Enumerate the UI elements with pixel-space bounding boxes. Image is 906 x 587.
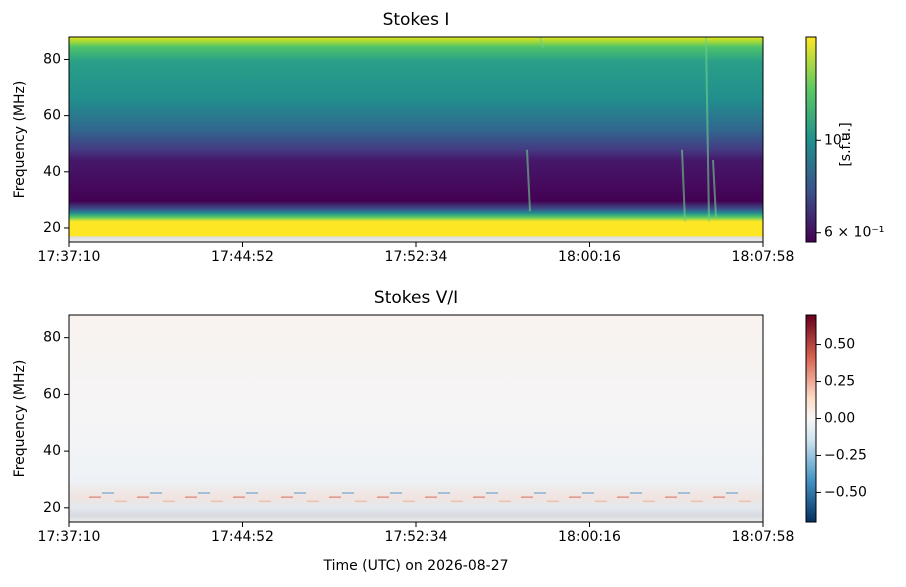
y-tick-label: 80 <box>43 51 61 67</box>
y-tick-label: 20 <box>43 500 61 516</box>
colorbar-tick-label: 6 × 10⁻¹ <box>824 225 884 241</box>
x-axis-label: Time (UTC) on 2026-08-27 <box>322 558 508 574</box>
x-tick-label: 17:37:10 <box>38 249 101 265</box>
x-tick-label: 17:44:52 <box>211 529 274 545</box>
x-tick-label: 18:07:58 <box>732 249 795 265</box>
y-axis-label: Frequency (MHz) <box>12 81 28 199</box>
x-tick-label: 18:07:58 <box>732 529 795 545</box>
y-tick-label: 40 <box>43 443 61 459</box>
burst <box>705 36 710 222</box>
y-tick-label: 20 <box>43 220 61 236</box>
spectrogram <box>69 315 763 522</box>
colorbar-label: [s.f.u.] <box>838 122 854 166</box>
burst <box>681 149 686 222</box>
burst <box>526 149 531 212</box>
burst <box>712 159 717 218</box>
colorbar-tick-label: 0.00 <box>824 411 855 427</box>
y-tick-label: 60 <box>43 108 61 124</box>
y-axis-label: Frequency (MHz) <box>12 360 28 478</box>
y-tick-label: 80 <box>43 330 61 346</box>
x-tick-label: 17:52:34 <box>385 529 448 545</box>
y-tick-label: 40 <box>43 164 61 180</box>
x-tick-label: 18:00:16 <box>558 529 621 545</box>
colorbar-tick-label: 0.50 <box>824 337 855 353</box>
colorbar-tick-label: −0.25 <box>824 447 867 463</box>
panel-title: Stokes I <box>383 10 450 30</box>
x-tick-label: 17:37:10 <box>38 529 101 545</box>
colorbar <box>805 36 817 243</box>
colorbar-tick-label: −0.50 <box>824 484 867 500</box>
x-tick-label: 17:52:34 <box>385 249 448 265</box>
colorbar <box>805 314 817 523</box>
x-tick-label: 17:44:52 <box>211 249 274 265</box>
x-tick-label: 18:00:16 <box>558 249 621 265</box>
burst <box>539 36 544 48</box>
colorbar-tick-label: 0.25 <box>824 374 855 390</box>
y-tick-label: 60 <box>43 386 61 402</box>
spectrogram <box>69 37 763 242</box>
panel-title: Stokes V/I <box>374 288 458 308</box>
colorbar-tick-label: 10⁰ <box>824 132 848 148</box>
